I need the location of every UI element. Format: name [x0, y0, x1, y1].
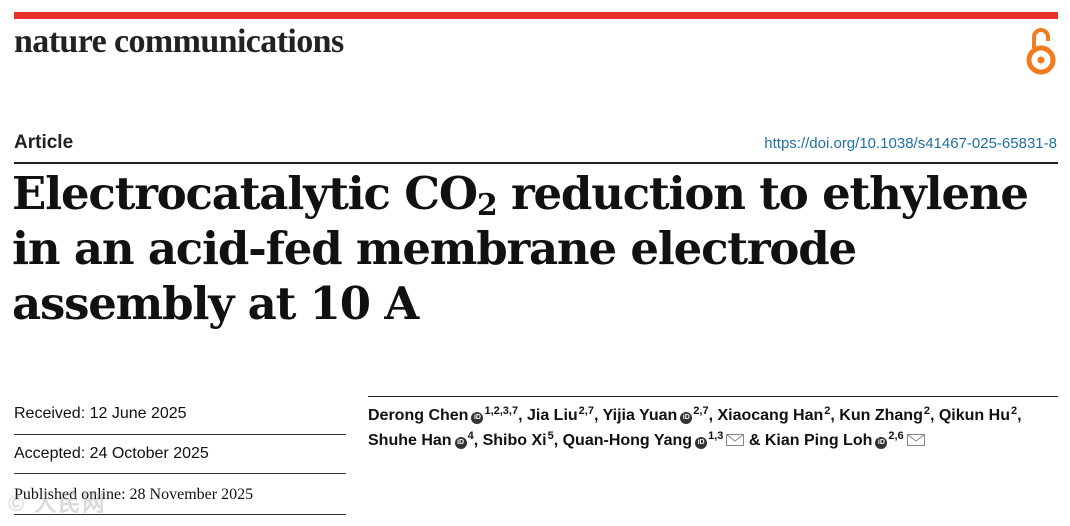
author[interactable]: Qikun Hu2 [938, 405, 1018, 425]
author-name[interactable]: Xiaocang Han [717, 407, 824, 424]
affiliation-sup: 2,7 [693, 405, 709, 417]
affiliation-sup: 5 [547, 430, 554, 442]
author[interactable]: Shuhe Han iD4 [368, 430, 474, 449]
affiliation-sup: 1,3 [708, 430, 724, 442]
author-name[interactable]: Shibo Xi [482, 432, 547, 449]
author[interactable]: Kun Zhang2 [839, 405, 930, 425]
author-name[interactable]: Jia Liu [526, 407, 578, 424]
title-subscript: 2 [476, 188, 498, 223]
title-part-2: reduction to ethylene in an acid-fed mem… [12, 167, 1029, 330]
doi-link[interactable]: https://doi.org/10.1038/s41467-025-65831… [764, 135, 1057, 152]
date-divider [14, 473, 346, 474]
author[interactable]: Shibo Xi5 [482, 430, 554, 450]
author[interactable]: Kian Ping Loh iD2,6 [764, 430, 925, 449]
mail-icon[interactable] [726, 434, 745, 446]
journal-name[interactable]: nature communications [14, 23, 344, 60]
author[interactable]: Derong Chen iD1,2,3,7 [368, 405, 519, 424]
accepted-date: Accepted: 24 October 2025 [14, 445, 209, 462]
title-part-1: Electrocatalytic CO [12, 167, 478, 220]
orcid-icon[interactable]: iD [680, 412, 693, 424]
open-access-icon [1026, 28, 1056, 75]
affiliation-sup: 2 [923, 405, 930, 417]
published-date: Published online: 28 November 2025 [14, 486, 254, 503]
author-name[interactable]: Qikun Hu [938, 407, 1010, 424]
author-name[interactable]: Quan-Hong Yang [562, 432, 693, 449]
orcid-icon[interactable]: iD [454, 437, 467, 449]
orcid-icon[interactable]: iD [875, 437, 888, 449]
affiliation-sup: 2 [1010, 405, 1018, 417]
header-divider [14, 162, 1058, 164]
affiliation-sup: 2,7 [578, 405, 594, 417]
affiliation-sup: 2 [824, 405, 831, 417]
authors-divider [368, 396, 1058, 397]
author[interactable]: Quan-Hong Yang iD1,3 [562, 430, 745, 449]
affiliation-sup: 4 [467, 430, 474, 442]
date-divider [14, 514, 346, 515]
mail-icon[interactable] [906, 434, 925, 446]
watermark: © 人民网 [8, 491, 107, 516]
orcid-icon[interactable]: iD [695, 437, 708, 449]
author-name[interactable]: Kian Ping Loh [764, 432, 873, 449]
article-type: Article [14, 132, 74, 153]
affiliation-sup: 2,6 [888, 430, 904, 442]
received-date: Received: 12 June 2025 [14, 405, 187, 422]
date-divider [14, 434, 346, 435]
affiliation-sup: 1,2,3,7 [484, 405, 519, 417]
author-name[interactable]: Yijia Yuan [602, 407, 678, 424]
orcid-icon[interactable]: iD [471, 412, 484, 424]
brand-bar [14, 12, 1058, 19]
author-list: Derong Chen iD1,2,3,7, Jia Liu2,7, Yijia … [368, 405, 1022, 450]
author[interactable]: Xiaocang Han2 [717, 405, 831, 425]
author-name[interactable]: Shuhe Han [368, 432, 452, 449]
article-title: Electrocatalytic CO2 reduction to ethyle… [12, 166, 1062, 331]
author-name[interactable]: Derong Chen [368, 407, 469, 424]
author-name[interactable]: Kun Zhang [839, 407, 923, 424]
author[interactable]: Jia Liu2,7 [526, 405, 594, 425]
author[interactable]: Yijia Yuan iD2,7 [602, 405, 709, 424]
